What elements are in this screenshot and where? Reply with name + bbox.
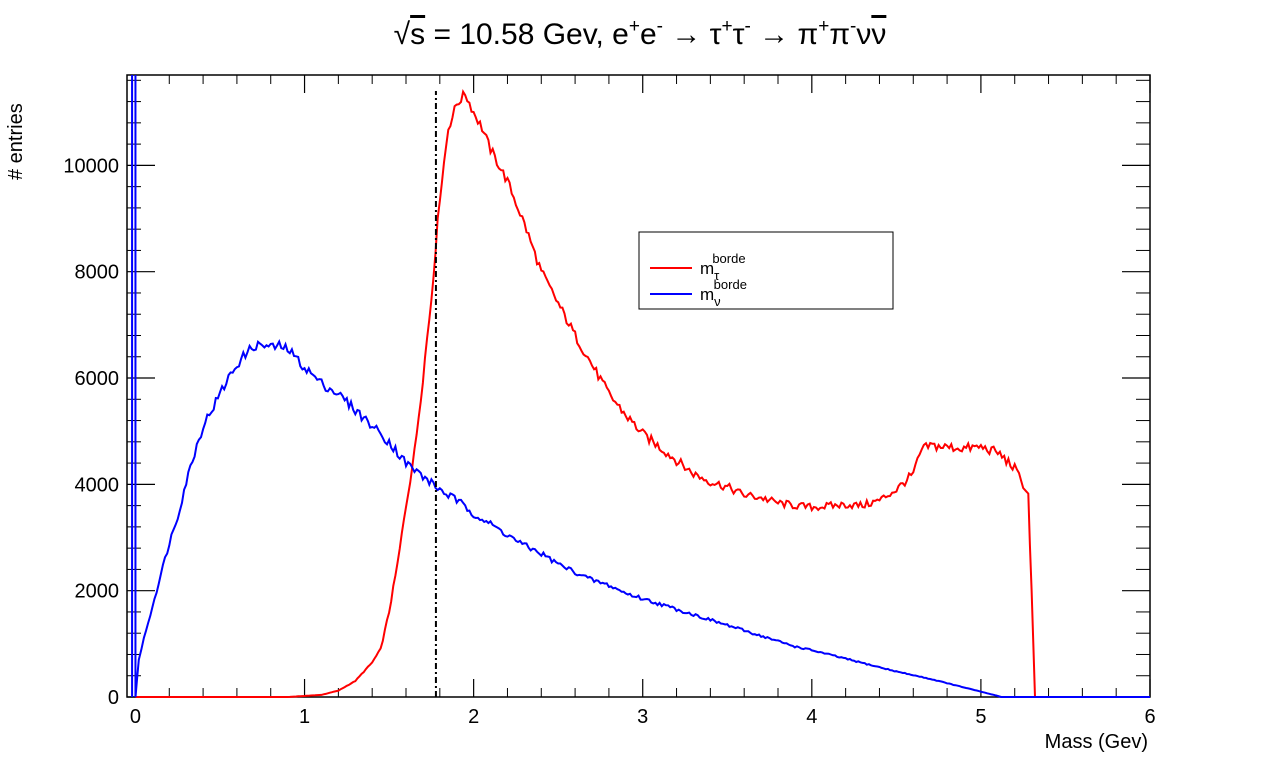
legend-label: mνborde	[700, 277, 747, 309]
title-part: ν	[871, 18, 886, 51]
title-part: -	[657, 16, 663, 37]
title-part: -	[850, 16, 856, 37]
title-part: s	[410, 18, 425, 51]
y-tick-label: 2000	[75, 581, 120, 603]
series-line-tau	[135, 88, 1150, 698]
legend-box	[638, 231, 894, 310]
title-part: →	[663, 18, 710, 51]
title-part: = 10.58 Gev, e	[425, 18, 629, 51]
series-line-nu	[134, 339, 1150, 698]
x-tick-label: 3	[637, 706, 648, 728]
title-part: +	[818, 16, 829, 37]
plot-frame	[126, 74, 1151, 698]
x-tick-label: 6	[1144, 706, 1155, 728]
title-part: π	[798, 18, 819, 51]
title-part: →	[751, 18, 798, 51]
x-tick-label: 5	[975, 706, 986, 728]
x-tick-label: 0	[130, 706, 141, 728]
legend-entry: mνborde	[650, 277, 747, 309]
x-axis-label: Mass (Gev)	[1045, 731, 1148, 753]
chart-title: √s = 10.58 Gev, e+e- → τ+τ- → π+π-νν	[394, 16, 887, 51]
title-part: √	[394, 18, 411, 51]
legend-entry: mτborde	[650, 251, 746, 283]
y-tick-label: 0	[108, 687, 119, 709]
title-part: e	[640, 18, 657, 51]
title-part: τ	[733, 18, 745, 51]
axis-tick-labels: 0 1 2 3 4 5 6 0 2000 4000 6000 8000 10000	[63, 155, 1155, 728]
axis-ticks	[127, 75, 1151, 698]
y-tick-label: 6000	[75, 368, 120, 390]
x-tick-label: 4	[806, 706, 817, 728]
y-tick-label: 4000	[75, 474, 120, 496]
y-tick-label: 10000	[63, 155, 119, 177]
y-tick-label: 8000	[75, 262, 120, 284]
title-part: +	[722, 16, 733, 37]
legend-label: mτborde	[700, 251, 746, 283]
series-layer	[131, 75, 1150, 698]
svg-text:√s = 10.58 Gev, e+e- → τ+τ- →: √s = 10.58 Gev, e+e- → τ+τ- → π+π-νν	[394, 16, 887, 51]
title-part: -	[745, 16, 751, 37]
title-part: +	[629, 16, 640, 37]
y-axis-label: # entries	[5, 103, 27, 180]
title-part: π	[829, 18, 850, 51]
title-part: τ	[710, 18, 722, 51]
title-part: ν	[856, 18, 871, 51]
x-tick-label: 2	[468, 706, 479, 728]
x-tick-label: 1	[299, 706, 310, 728]
